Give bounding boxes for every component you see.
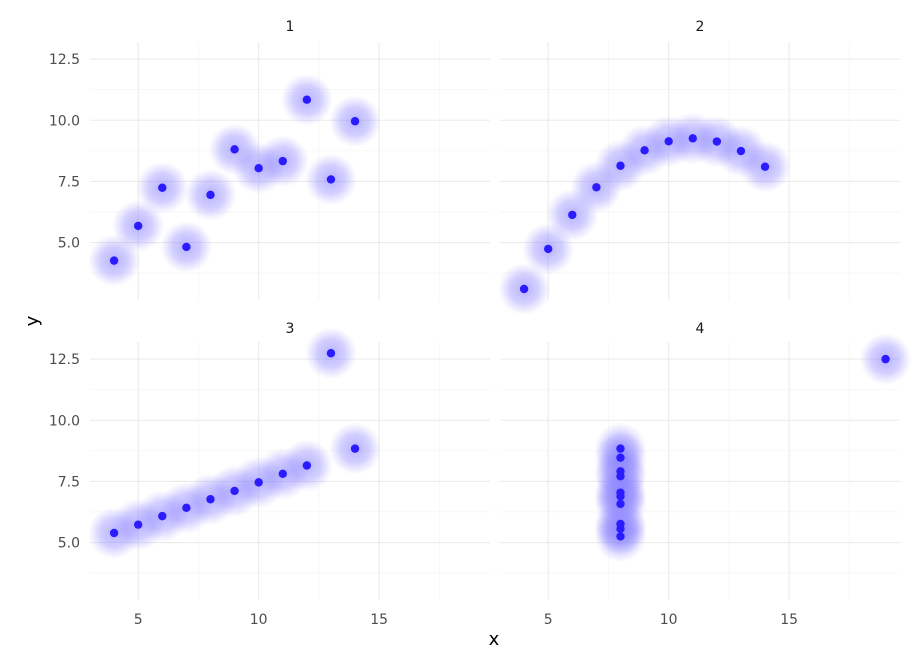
data-point [278, 469, 287, 479]
y-tick-label: 10.0 [49, 113, 80, 129]
y-tick-label: 7.5 [58, 174, 80, 190]
y-tick-label: 10.0 [49, 413, 80, 429]
data-point [326, 349, 336, 358]
data-point [254, 478, 263, 487]
data-point [543, 244, 553, 254]
data-point [736, 146, 746, 156]
data-point [616, 488, 625, 497]
data-point [206, 190, 215, 200]
data-point [640, 146, 649, 155]
x-axis-title: x [489, 629, 500, 650]
data-point [760, 162, 770, 171]
data-point [109, 256, 119, 265]
data-point [302, 95, 312, 104]
data-point [616, 444, 625, 453]
facet-panel-1: 1 5.0 7.5 10.0 12.5 [49, 19, 490, 300]
x-tick-label: 15 [780, 612, 798, 628]
data-point [350, 444, 360, 453]
data-point [182, 242, 191, 252]
x-tick-label: 10 [250, 612, 268, 628]
data-point [616, 532, 625, 541]
data-point [688, 134, 697, 143]
data-point [182, 503, 191, 513]
x-tick-label: 5 [134, 612, 143, 628]
data-point [616, 161, 625, 170]
facet-panel-3: 3 5.0 7.5 10.0 12.5 5 10 15 [49, 321, 490, 628]
y-tick-label: 5.0 [58, 236, 80, 252]
data-point [616, 453, 625, 462]
data-point [592, 183, 601, 192]
y-tick-label: 12.5 [49, 52, 80, 68]
data-point [350, 117, 360, 126]
data-point [206, 495, 215, 504]
facet-panel-2: 2 [498, 19, 900, 315]
data-point [230, 145, 239, 154]
facet-strip-label: 4 [696, 321, 705, 337]
data-point [326, 175, 336, 184]
data-point [302, 461, 312, 470]
data-point [133, 520, 143, 529]
data-point [712, 137, 722, 146]
data-point [616, 499, 625, 509]
data-point [519, 284, 529, 294]
facet-strip-label: 1 [286, 19, 295, 35]
x-tick-label: 15 [370, 612, 388, 628]
y-tick-label: 5.0 [58, 536, 80, 552]
y-tick-label: 7.5 [58, 474, 80, 490]
data-point [568, 210, 577, 220]
data-point [616, 519, 625, 529]
data-point [616, 467, 625, 476]
data-point [230, 486, 239, 496]
facet-panel-4: 4 5 10 15 [500, 321, 912, 628]
facet-strip-label: 3 [286, 321, 295, 337]
data-point [133, 221, 143, 231]
y-axis-title: y [22, 315, 43, 326]
data-point [278, 156, 287, 166]
data-point [109, 528, 119, 538]
data-point [664, 137, 673, 146]
facet-strip-label: 2 [696, 19, 705, 35]
data-point [158, 511, 167, 521]
x-tick-label: 5 [544, 612, 553, 628]
y-tick-label: 12.5 [49, 352, 80, 368]
data-point [254, 163, 263, 173]
data-point [881, 354, 890, 364]
data-point [158, 183, 167, 192]
x-tick-label: 10 [660, 612, 678, 628]
